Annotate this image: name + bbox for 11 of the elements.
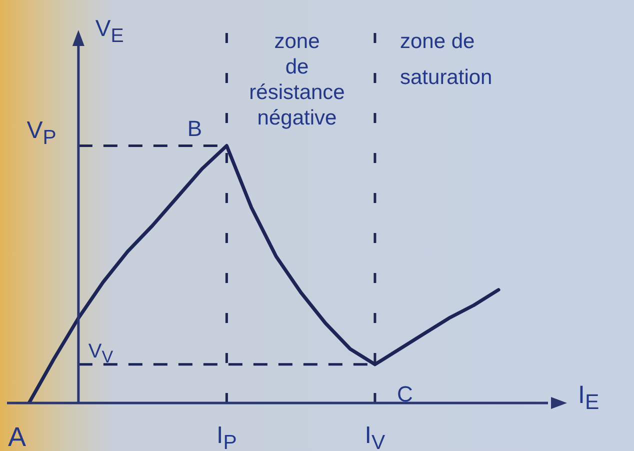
y-axis-title: V$_{E}$ [95, 15, 124, 47]
x-tick-label: I$_{P}$ [216, 422, 237, 451]
x-axis-title: I$_{E}$ [578, 381, 600, 414]
text: zone de saturation [400, 30, 492, 89]
annotation: B [187, 116, 202, 141]
ref-line-label: V$_{V}$ [88, 340, 114, 367]
x-tick-label: I$_{V}$ [364, 422, 386, 451]
text: A [8, 422, 26, 451]
text: zone de résistance négative [249, 30, 345, 130]
annotation: C [397, 381, 413, 406]
ref-line-label: V$_{P}$ [26, 116, 56, 149]
